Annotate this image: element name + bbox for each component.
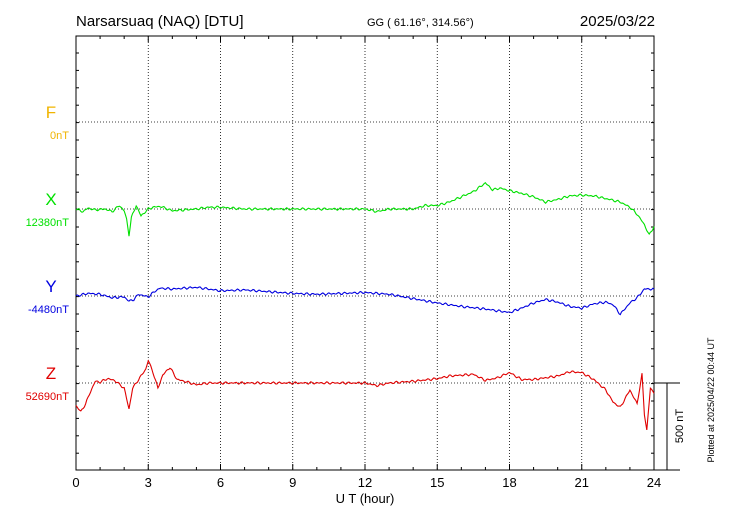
channel-baseline-y: -4480nT [28,304,69,316]
series-y-line [75,286,655,316]
channel-baseline-f: 0nT [50,130,69,142]
scale-bar-label: 500 nT [674,409,686,444]
x-tick-label: 12 [358,475,372,490]
x-tick-label: 18 [502,475,516,490]
x-tick-label: 6 [217,475,224,490]
channel-name-y: Y [45,277,56,296]
x-tick-label: 21 [575,475,589,490]
series-z-line [75,359,655,430]
grid-lines [75,36,655,470]
x-tick-label: 24 [647,475,661,490]
x-tick-label: 15 [430,475,444,490]
plot-date: 2025/03/22 [580,13,655,30]
channel-name-x: X [45,190,56,209]
series-lines [75,181,655,430]
x-axis-label: U T (hour) [336,491,395,506]
channel-baseline-x: 12380nT [26,217,70,229]
geographic-coordinates: GG ( 61.16°, 314.56°) [367,17,474,29]
scale-bar: 500 nT [654,382,686,471]
x-tick-labels: 0 3 6 9 12 15 18 21 24 [72,475,661,490]
channel-baseline-z: 52690nT [26,391,70,403]
channel-name-z: Z [46,364,56,383]
x-tick-label: 3 [145,475,152,490]
station-title: Narsarsuaq (NAQ) [DTU] [76,13,244,30]
plotted-at-note: Plotted at 2025/04/22 00:44 UT [706,337,716,463]
x-tick-label: 0 [72,475,79,490]
channel-labels: F 0nT X 12380nT Y -4480nT Z 52690nT [26,103,70,403]
channel-name-f: F [46,103,56,122]
x-tick-label: 9 [289,475,296,490]
series-x-line [75,181,655,237]
